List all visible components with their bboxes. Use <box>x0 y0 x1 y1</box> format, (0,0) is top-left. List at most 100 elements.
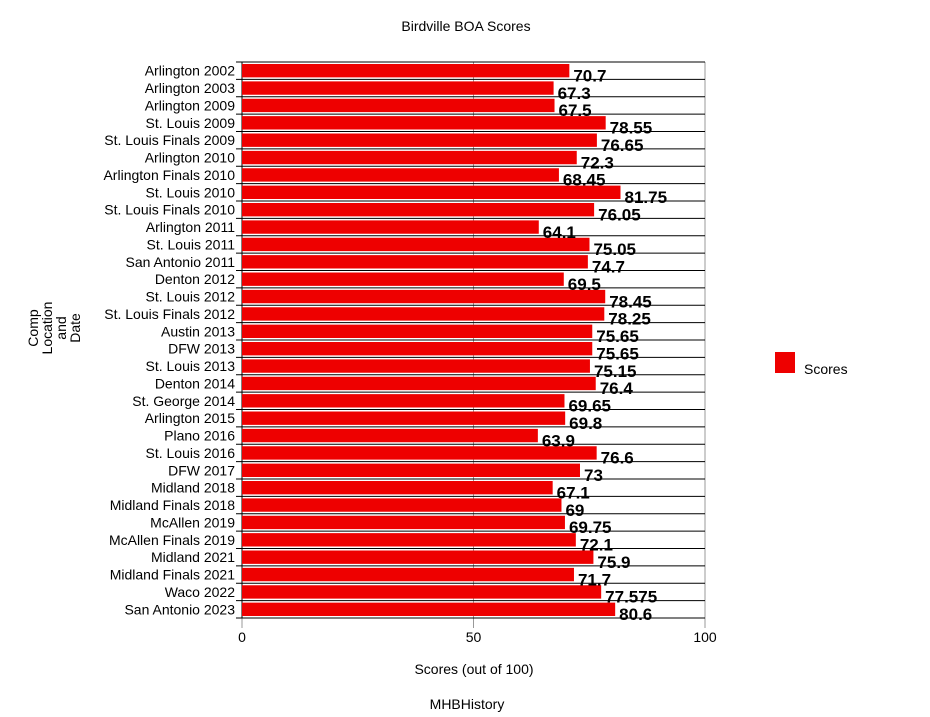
x-axis-title: Scores (out of 100) <box>414 661 533 677</box>
category-label: Arlington 2011 <box>146 219 235 235</box>
category-label: St. Louis 2012 <box>145 289 235 305</box>
data-label: 69.5 <box>568 275 601 294</box>
bar <box>242 567 574 582</box>
data-label: 78.25 <box>608 310 651 329</box>
bar <box>242 168 559 182</box>
footer-label: MHBHistory <box>430 696 505 712</box>
bar <box>242 81 554 95</box>
bar <box>242 515 565 530</box>
x-tick-labels: 0 50 100 <box>238 629 717 645</box>
data-label: 75.65 <box>596 327 639 346</box>
data-label: 69.75 <box>569 518 612 537</box>
category-label: St. Louis Finals 2010 <box>104 202 235 218</box>
y-axis-title-line: Comp <box>25 309 41 347</box>
category-label: Arlington Finals 2010 <box>103 167 235 183</box>
data-label: 76.65 <box>601 136 644 155</box>
category-label: Denton 2012 <box>155 271 235 287</box>
data-label: 75.65 <box>596 344 639 363</box>
bar <box>242 359 590 373</box>
category-label: Arlington 2015 <box>145 410 236 426</box>
data-label: 67.1 <box>557 483 590 502</box>
data-label: 75.05 <box>593 240 636 259</box>
bar <box>242 533 576 547</box>
data-label: 76.6 <box>601 449 634 468</box>
bar <box>242 272 564 286</box>
bar <box>242 185 621 199</box>
chart-title: Birdville BOA Scores <box>401 18 530 34</box>
bar <box>242 307 605 321</box>
category-label: Denton 2014 <box>155 375 235 391</box>
data-label: 78.45 <box>609 292 652 311</box>
bar <box>242 481 553 495</box>
data-label: 70.7 <box>573 66 606 85</box>
category-label: St. Louis 2010 <box>145 184 235 200</box>
bar <box>242 446 597 460</box>
data-label: 63.9 <box>542 431 575 450</box>
data-label: 72.3 <box>581 153 614 172</box>
bar <box>242 324 593 338</box>
bar <box>242 342 593 356</box>
bar <box>242 116 606 130</box>
category-label: St. George 2014 <box>132 393 235 409</box>
data-label: 69.65 <box>568 397 611 416</box>
category-label: St. Louis Finals 2012 <box>104 306 235 322</box>
bar <box>242 550 594 564</box>
bar <box>242 376 596 391</box>
grid <box>236 61 706 628</box>
bar <box>242 411 566 425</box>
category-label: St. Louis 2009 <box>145 115 235 131</box>
bar <box>242 255 588 269</box>
category-label: Arlington 2009 <box>145 97 236 113</box>
category-label: Waco 2022 <box>165 584 236 600</box>
category-label: St. Louis Finals 2009 <box>104 132 235 148</box>
bar <box>242 463 580 477</box>
data-label: 69.8 <box>569 414 602 433</box>
category-label: DFW 2013 <box>168 341 235 357</box>
data-label: 78.55 <box>610 119 653 138</box>
category-label: Midland 2018 <box>151 480 235 496</box>
data-label: 67.5 <box>559 101 592 120</box>
data-label: 68.45 <box>563 171 606 190</box>
bar <box>242 602 616 616</box>
data-label: 67.3 <box>558 84 591 103</box>
data-label: 76.05 <box>598 205 641 224</box>
data-label: 71.7 <box>578 570 611 589</box>
legend: Scores <box>775 352 848 377</box>
category-label: Midland Finals 2021 <box>110 567 236 583</box>
category-label: San Antonio 2023 <box>124 601 235 617</box>
bar <box>242 237 590 252</box>
data-label: 75.15 <box>594 362 637 381</box>
category-label: McAllen 2019 <box>150 514 235 530</box>
x-tick-label: 0 <box>238 629 246 645</box>
data-label: 72.1 <box>580 536 613 555</box>
bar <box>242 64 570 78</box>
data-label: 76.4 <box>600 379 634 398</box>
bar <box>242 394 565 408</box>
category-label: Midland 2021 <box>151 549 235 565</box>
category-label: St. Louis 2011 <box>147 236 236 252</box>
x-tick-label: 100 <box>693 629 717 645</box>
x-tick-label: 50 <box>466 629 482 645</box>
bar <box>242 289 606 304</box>
bar <box>242 203 595 217</box>
data-label: 81.75 <box>625 188 668 207</box>
category-label: Austin 2013 <box>161 323 235 339</box>
category-label: San Antonio 2011 <box>125 254 235 270</box>
data-label: 64.1 <box>543 223 576 242</box>
y-axis-title-line: Date <box>67 313 83 343</box>
data-label: 74.7 <box>592 258 625 277</box>
category-label: DFW 2017 <box>168 462 235 478</box>
data-label: 77.575 <box>605 588 657 607</box>
bar <box>242 133 597 147</box>
category-label: Arlington 2003 <box>145 80 236 96</box>
legend-swatch <box>775 352 795 373</box>
bar <box>242 98 555 113</box>
bar <box>242 428 538 443</box>
data-label: 80.6 <box>619 605 652 624</box>
bar <box>242 150 577 165</box>
category-label: McAllen Finals 2019 <box>109 532 235 548</box>
